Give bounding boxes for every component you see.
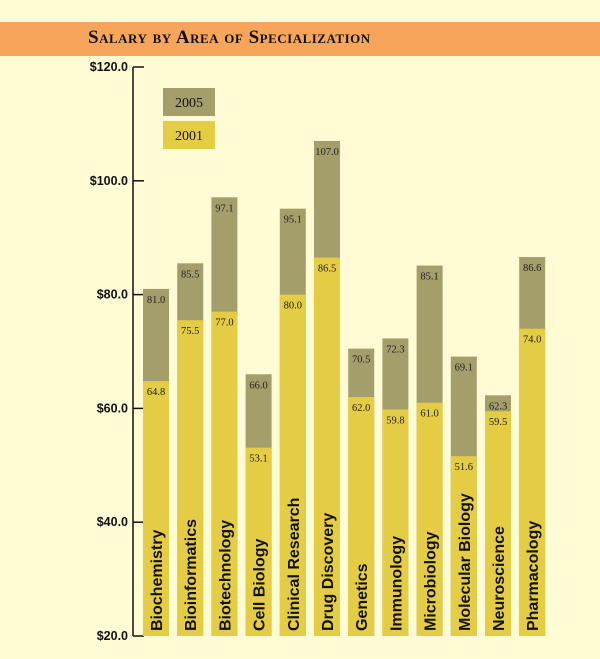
category-label: Molecular Biology xyxy=(457,493,474,631)
y-tick-label: $80.0 xyxy=(97,288,128,302)
data-label-2001: 59.5 xyxy=(489,417,507,428)
category-label: Clinical Research xyxy=(286,498,303,631)
data-label-2005: 86.6 xyxy=(523,263,541,274)
data-label-2005: 85.5 xyxy=(181,269,199,280)
data-label-2005: 66.0 xyxy=(249,380,267,391)
bar-2001 xyxy=(143,381,169,636)
bar-2001 xyxy=(382,409,409,636)
category-label: Microbiology xyxy=(423,531,440,631)
legend-swatch-2001 xyxy=(163,121,215,149)
category-label: Immunology xyxy=(388,536,405,631)
legend-label-2001: 2001 xyxy=(175,129,203,144)
data-label-2001: 77.0 xyxy=(215,318,233,329)
data-label-2001: 59.8 xyxy=(386,416,404,427)
data-label-2001: 61.0 xyxy=(420,409,438,420)
y-tick-label: $40.0 xyxy=(97,515,128,529)
legend-swatch-2005 xyxy=(163,88,215,116)
legend-label-2005: 2005 xyxy=(175,96,203,111)
category-label: Neuroscience xyxy=(491,526,508,631)
category-label: Cell Biology xyxy=(252,538,269,631)
y-tick-label: $120.0 xyxy=(90,60,128,74)
y-tick-label: $20.0 xyxy=(97,629,128,643)
data-label-2001: 51.6 xyxy=(455,462,473,473)
data-label-2005: 97.1 xyxy=(215,203,233,214)
data-label-2005: 69.1 xyxy=(455,363,473,374)
bar-2001 xyxy=(348,397,375,636)
bar-2001 xyxy=(314,257,340,636)
data-label-2005: 62.3 xyxy=(489,401,507,412)
bar-2001 xyxy=(485,411,511,636)
bar-2001 xyxy=(416,402,443,636)
category-label: Drug Discovery xyxy=(320,513,337,631)
data-label-2001: 53.1 xyxy=(249,454,267,465)
category-label: Biochemistry xyxy=(149,530,166,631)
bar-2001 xyxy=(211,311,238,636)
y-tick-label: $60.0 xyxy=(97,401,128,415)
data-label-2001: 86.5 xyxy=(318,264,336,275)
data-label-2001: 74.0 xyxy=(523,335,541,346)
title-band: Salary by Area of Specialization xyxy=(0,22,600,56)
data-label-2005: 95.1 xyxy=(284,215,302,226)
data-label-2001: 75.5 xyxy=(181,326,199,337)
data-label-2005: 85.1 xyxy=(420,272,438,283)
data-label-2001: 64.8 xyxy=(147,387,165,398)
category-label: Biotechnology xyxy=(217,520,234,631)
category-label: Bioinformatics xyxy=(183,519,200,631)
category-label: Pharmacology xyxy=(525,521,542,631)
bar-2001 xyxy=(519,328,546,636)
data-label-2005: 81.0 xyxy=(147,295,165,306)
bar-2001 xyxy=(450,456,477,636)
bar-2001 xyxy=(245,447,272,636)
data-label-2005: 70.5 xyxy=(352,355,370,366)
category-label: Genetics xyxy=(354,563,371,631)
bar-2001 xyxy=(177,320,204,636)
bar-2001 xyxy=(279,294,306,636)
data-label-2005: 107.0 xyxy=(315,147,339,158)
chart-title: Salary by Area of Specialization xyxy=(88,27,371,48)
data-label-2001: 62.0 xyxy=(352,403,370,414)
y-tick-label: $100.0 xyxy=(90,174,128,188)
data-label-2005: 72.3 xyxy=(386,344,404,355)
data-label-2001: 80.0 xyxy=(284,301,302,312)
